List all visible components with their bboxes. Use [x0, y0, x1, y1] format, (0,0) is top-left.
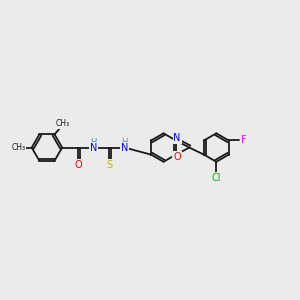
Text: CH₃: CH₃: [12, 143, 26, 152]
Text: O: O: [74, 160, 82, 170]
Text: O: O: [173, 152, 181, 162]
Text: N: N: [121, 142, 128, 152]
Text: N: N: [173, 133, 181, 143]
Text: S: S: [106, 160, 112, 170]
Text: N: N: [90, 142, 97, 152]
Text: H: H: [121, 138, 128, 147]
Text: F: F: [241, 135, 246, 146]
Text: H: H: [90, 138, 97, 147]
Text: CH₃: CH₃: [56, 119, 70, 128]
Text: Cl: Cl: [212, 173, 221, 183]
